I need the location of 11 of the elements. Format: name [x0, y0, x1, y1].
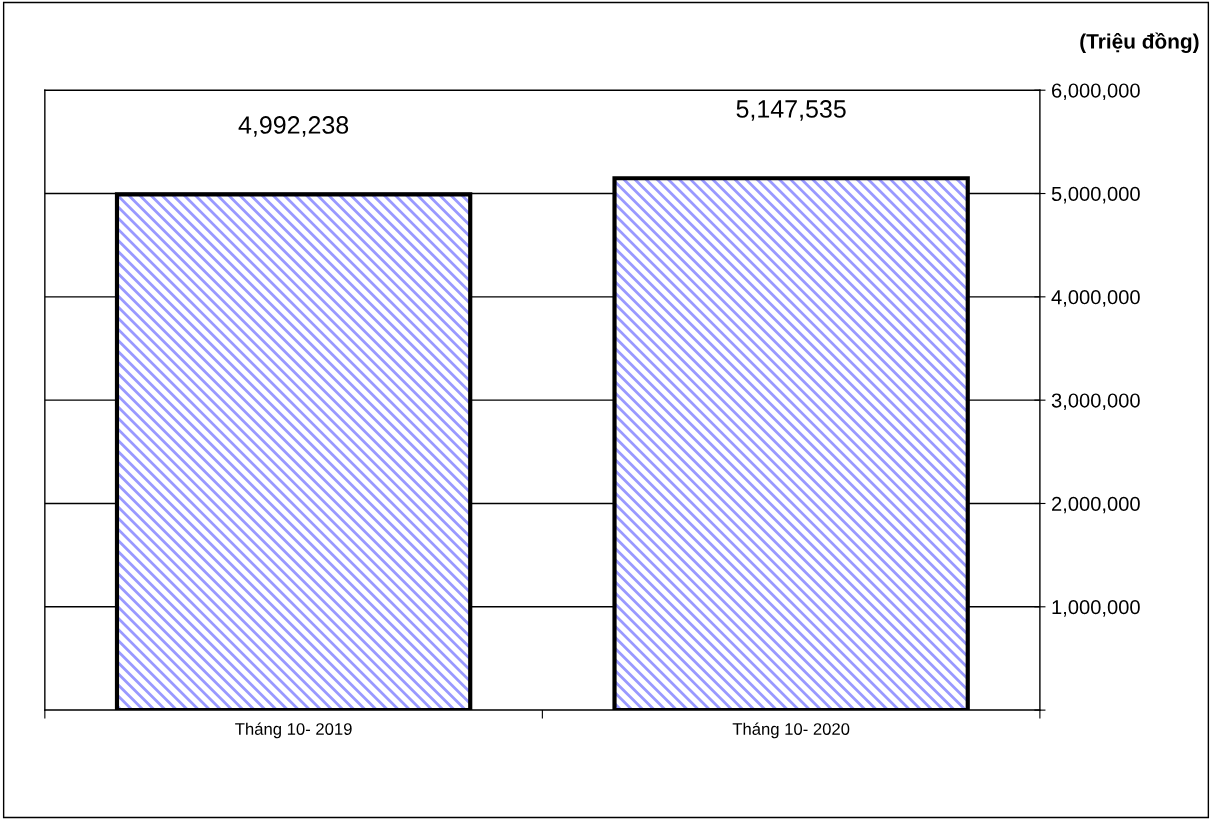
y-tick-label: 5,000,000 — [1051, 186, 1140, 204]
data-label: 5,147,535 — [736, 100, 846, 121]
x-tick-label: Tháng 10- 2020 — [732, 722, 850, 739]
y-tick-label: 4,000,000 — [1051, 290, 1140, 307]
y-tick-label: 3,000,000 — [1051, 393, 1140, 411]
x-tick-label: Tháng 10- 2019 — [235, 722, 352, 739]
y-tick-label: 1,000,000 — [1052, 600, 1140, 617]
data-label: 4,992,238 — [238, 116, 349, 137]
y-tick-label: 6,000,000 — [1052, 83, 1140, 101]
y-axis-title: (Triệu đồng) — [1080, 32, 1199, 53]
y-tick-label: 2,000,000 — [1052, 496, 1140, 514]
